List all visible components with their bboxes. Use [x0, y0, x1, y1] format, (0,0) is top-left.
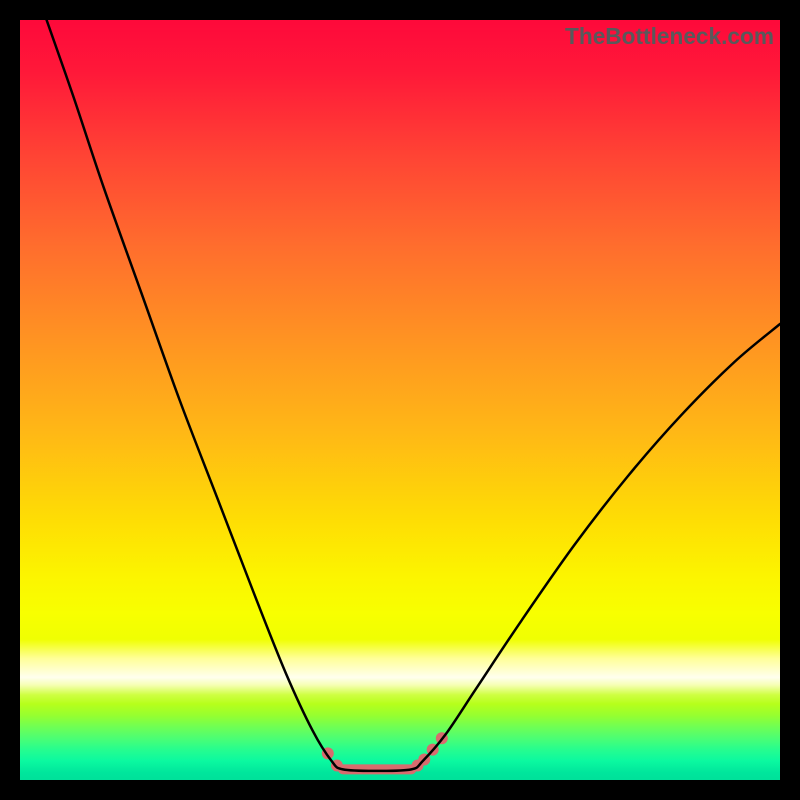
chart-frame: TheBottleneck.com: [0, 0, 800, 800]
frame-border-top: [0, 0, 800, 20]
frame-border-left: [0, 0, 20, 800]
frame-border-bottom: [0, 780, 800, 800]
watermark-text: TheBottleneck.com: [565, 23, 774, 50]
chart-svg: [20, 20, 780, 780]
gradient-background: [20, 20, 780, 780]
plot-area: TheBottleneck.com: [20, 20, 780, 780]
frame-border-right: [780, 0, 800, 800]
